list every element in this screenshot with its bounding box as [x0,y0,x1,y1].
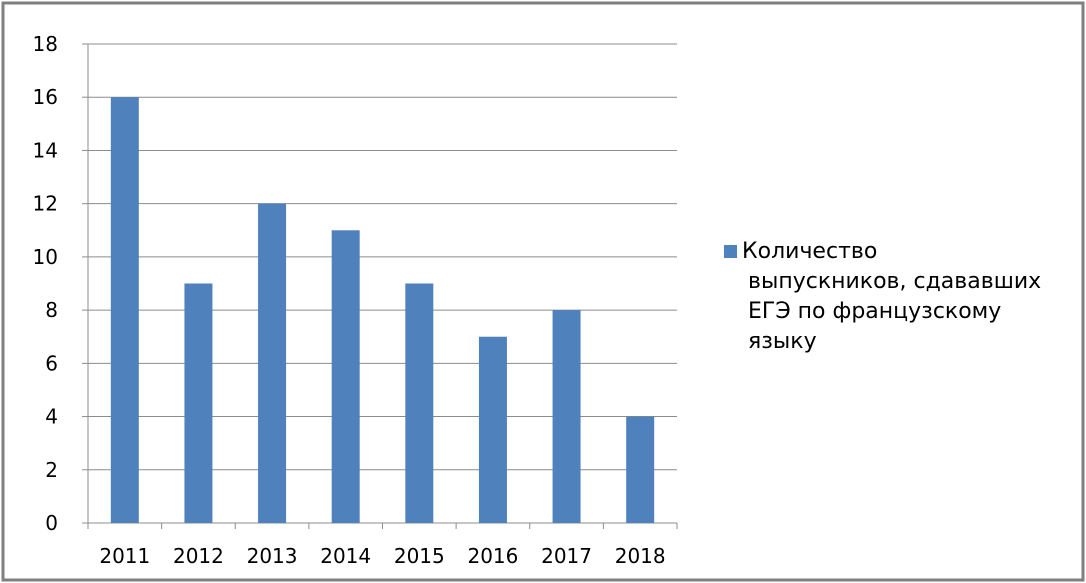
y-tick-label: 4 [45,405,58,429]
bar-2015 [405,283,434,523]
legend-line: ЕГЭ по французскому [748,299,1001,324]
y-tick-label: 6 [45,351,58,375]
y-tick-label: 8 [45,298,58,322]
y-tick-label: 18 [33,32,58,56]
y-tick-label: 10 [33,245,58,269]
x-tick-label: 2013 [247,544,298,568]
bar-2013 [258,203,287,523]
y-tick-label: 0 [45,511,58,535]
x-tick-label: 2014 [320,544,371,568]
bar-2016 [478,336,507,523]
x-tick-label: 2012 [173,544,224,568]
y-tick-label: 14 [33,138,58,162]
bar-2012 [184,283,213,523]
legend-line: Количество [742,239,877,264]
x-tick-label: 2017 [541,544,592,568]
legend-entry: Количество выпускников, сдававших ЕГЭ по ф… [742,239,1041,354]
bar-2014 [331,230,360,523]
x-tick-label: 2011 [99,544,150,568]
legend-line: выпускников, сдававших [748,269,1041,294]
bar-2018 [626,416,655,523]
x-tick-label: 2015 [394,544,445,568]
legend: Количество выпускников, сдававших ЕГЭ по ф… [724,239,1041,354]
y-tick-label: 16 [33,85,58,109]
x-tick-label: 2018 [615,544,666,568]
x-tick-label: 2016 [467,544,518,568]
bar-2017 [552,310,581,523]
y-tick-label: 12 [33,192,58,216]
y-tick-labels: 0 2 4 6 8 10 12 14 16 18 [33,32,58,535]
x-tick-labels: 2011 2012 2013 2014 2015 2016 2017 2018 [99,544,665,568]
bars [110,97,655,523]
legend-line: языку [748,329,817,354]
legend-swatch [724,245,737,258]
y-tick-label: 2 [45,458,58,482]
bar-2011 [110,97,139,523]
